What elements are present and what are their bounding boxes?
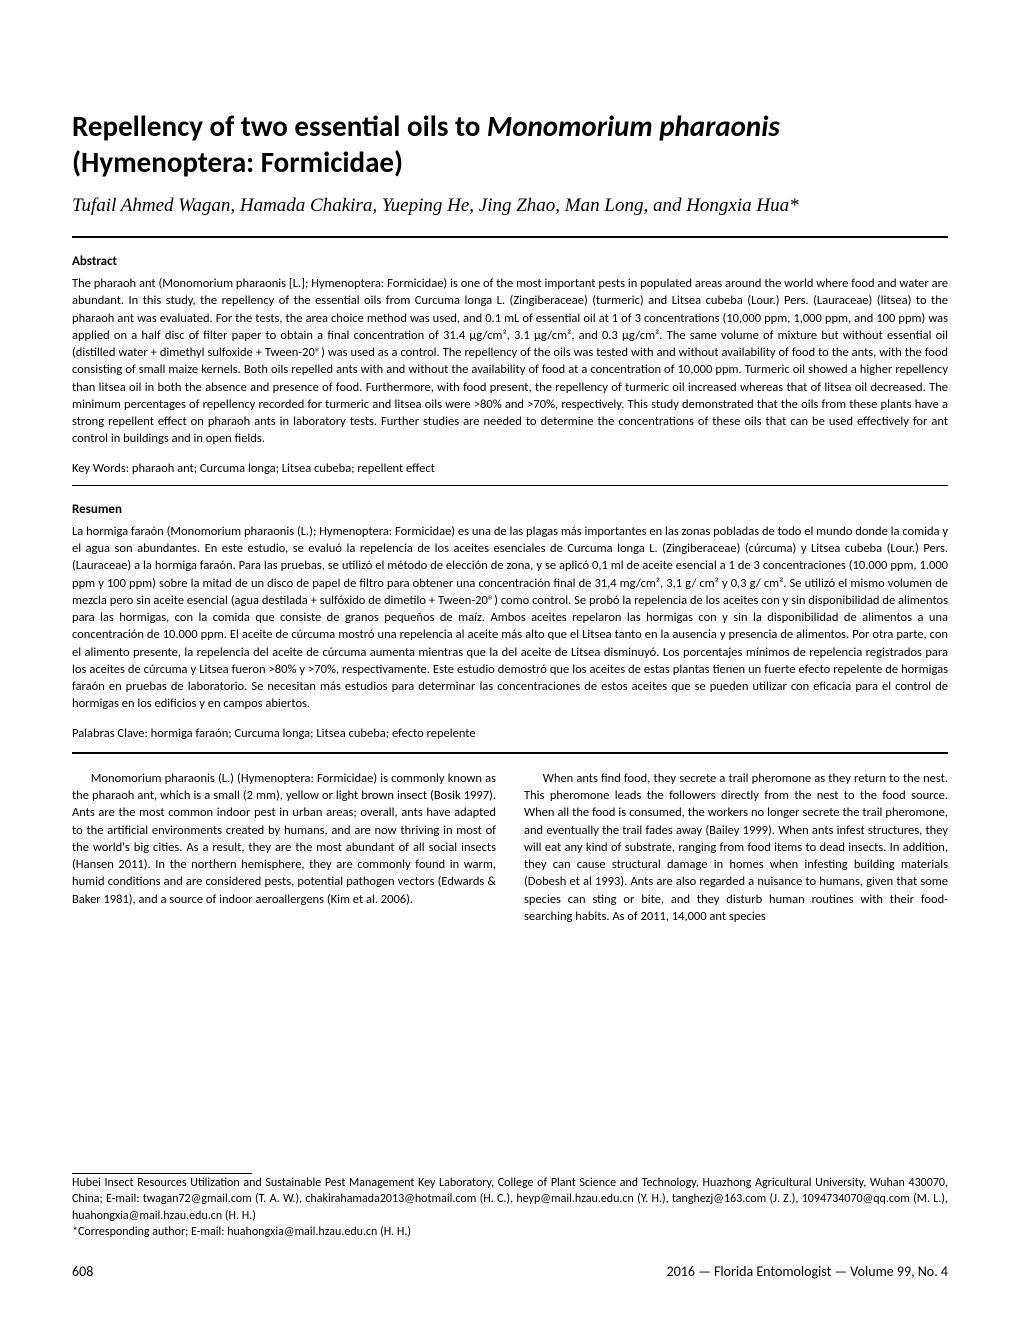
divider-bottom bbox=[72, 752, 948, 754]
page-number: 608 bbox=[72, 1263, 93, 1280]
article-title: Repellency of two essential oils to Mono… bbox=[72, 108, 948, 181]
resumen-text: La hormiga faraón (Monomorium pharaonis … bbox=[72, 523, 948, 713]
body-columns: Monomorium pharaonis (L.) (Hymenoptera: … bbox=[72, 770, 948, 925]
page-footer: 608 2016 — Florida Entomologist — Volume… bbox=[72, 1263, 948, 1280]
footnote-divider bbox=[72, 1173, 252, 1174]
footnote-corresponding: *Corresponding author; E-mail: huahongxi… bbox=[72, 1224, 948, 1240]
palabras-clave: Palabras Clave: hormiga faraón; Curcuma … bbox=[72, 725, 948, 742]
body-paragraph-1: Monomorium pharaonis (L.) (Hymenoptera: … bbox=[72, 770, 496, 908]
abstract-text: The pharaoh ant (Monomorium pharaonis [L… bbox=[72, 275, 948, 448]
footnotes: Hubei Insect Resources Utilization and S… bbox=[72, 1175, 948, 1240]
resumen-heading: Resumen bbox=[72, 502, 948, 517]
footnote-affiliation: Hubei Insect Resources Utilization and S… bbox=[72, 1175, 948, 1224]
footer-publication: 2016 — Florida Entomologist — Volume 99,… bbox=[667, 1263, 948, 1280]
divider-mid bbox=[72, 485, 948, 486]
abstract-heading: Abstract bbox=[72, 254, 948, 269]
keywords: Key Words: pharaoh ant; Curcuma longa; L… bbox=[72, 460, 948, 477]
divider-top bbox=[72, 236, 948, 238]
body-paragraph-2: When ants find food, they secrete a trai… bbox=[524, 770, 948, 925]
title-text-2: (Hymenoptera: Formicidae) bbox=[72, 144, 403, 180]
title-text-1: Repellency of two essential oils to bbox=[72, 108, 487, 144]
title-italic: Monomorium pharaonis bbox=[487, 108, 780, 144]
authors: Tufail Ahmed Wagan, Hamada Chakira, Yuep… bbox=[72, 193, 948, 219]
